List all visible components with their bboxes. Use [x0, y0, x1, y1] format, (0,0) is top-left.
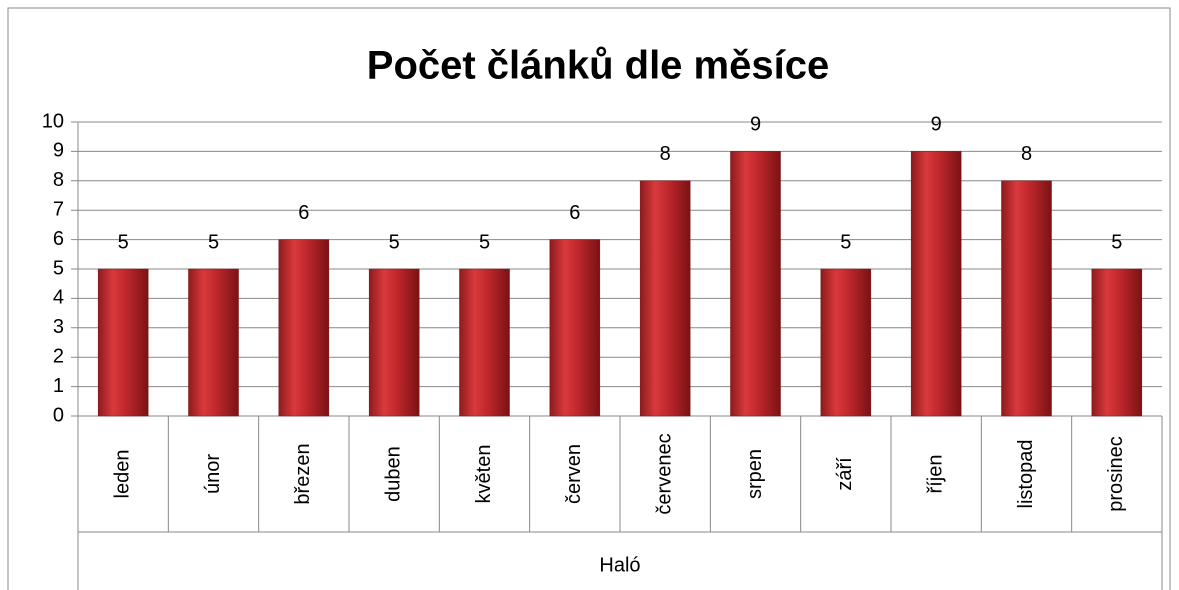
y-tick-label: 6 — [53, 228, 64, 250]
data-label: 5 — [118, 231, 129, 253]
y-tick-label: 10 — [42, 110, 64, 132]
x-tick-label: srpen — [744, 449, 766, 499]
y-tick-label: 9 — [53, 140, 64, 162]
bar — [910, 151, 962, 417]
data-label: 9 — [931, 114, 942, 136]
bar — [459, 268, 510, 417]
data-label: 5 — [208, 231, 219, 253]
bar — [820, 268, 872, 417]
data-label: 6 — [569, 202, 580, 224]
bar — [97, 268, 149, 417]
data-label: 5 — [1111, 231, 1122, 253]
x-tick-label: listopad — [1015, 440, 1037, 509]
chart-title: Počet článků dle měsíce — [367, 44, 829, 88]
y-tick-label: 3 — [53, 316, 64, 338]
bar — [188, 268, 239, 417]
data-label: 8 — [1021, 143, 1032, 165]
data-label: 5 — [389, 231, 400, 253]
y-tick-label: 8 — [53, 169, 64, 191]
x-tick-label: duben — [382, 446, 404, 502]
y-tick-label: 7 — [53, 198, 64, 220]
y-tick-label: 1 — [53, 375, 64, 397]
x-tick-label: květen — [473, 445, 495, 504]
y-tick-label: 4 — [53, 287, 64, 309]
x-tick-label: březen — [292, 443, 314, 504]
data-label: 9 — [750, 114, 761, 136]
category-group-label: Haló — [599, 554, 640, 576]
x-tick-label: červenec — [653, 433, 675, 514]
x-tick-label: září — [834, 457, 856, 491]
data-label: 5 — [479, 231, 490, 253]
data-label: 6 — [298, 202, 309, 224]
data-label: 5 — [840, 231, 851, 253]
y-tick-label: 5 — [53, 257, 64, 279]
y-tick-label: 0 — [53, 404, 64, 426]
bar — [1091, 268, 1143, 417]
y-tick-label: 2 — [53, 345, 64, 367]
x-tick-label: červen — [563, 444, 585, 504]
bar — [1001, 180, 1052, 417]
x-tick-label: říjen — [924, 455, 946, 494]
bar — [368, 268, 420, 417]
bar — [278, 239, 330, 417]
x-tick-label: prosinec — [1105, 436, 1127, 512]
bar — [639, 180, 691, 417]
bar — [730, 151, 781, 417]
x-tick-label: únor — [202, 454, 224, 494]
x-tick-label: leden — [111, 450, 133, 499]
data-label: 8 — [660, 143, 671, 165]
bar — [549, 239, 601, 417]
